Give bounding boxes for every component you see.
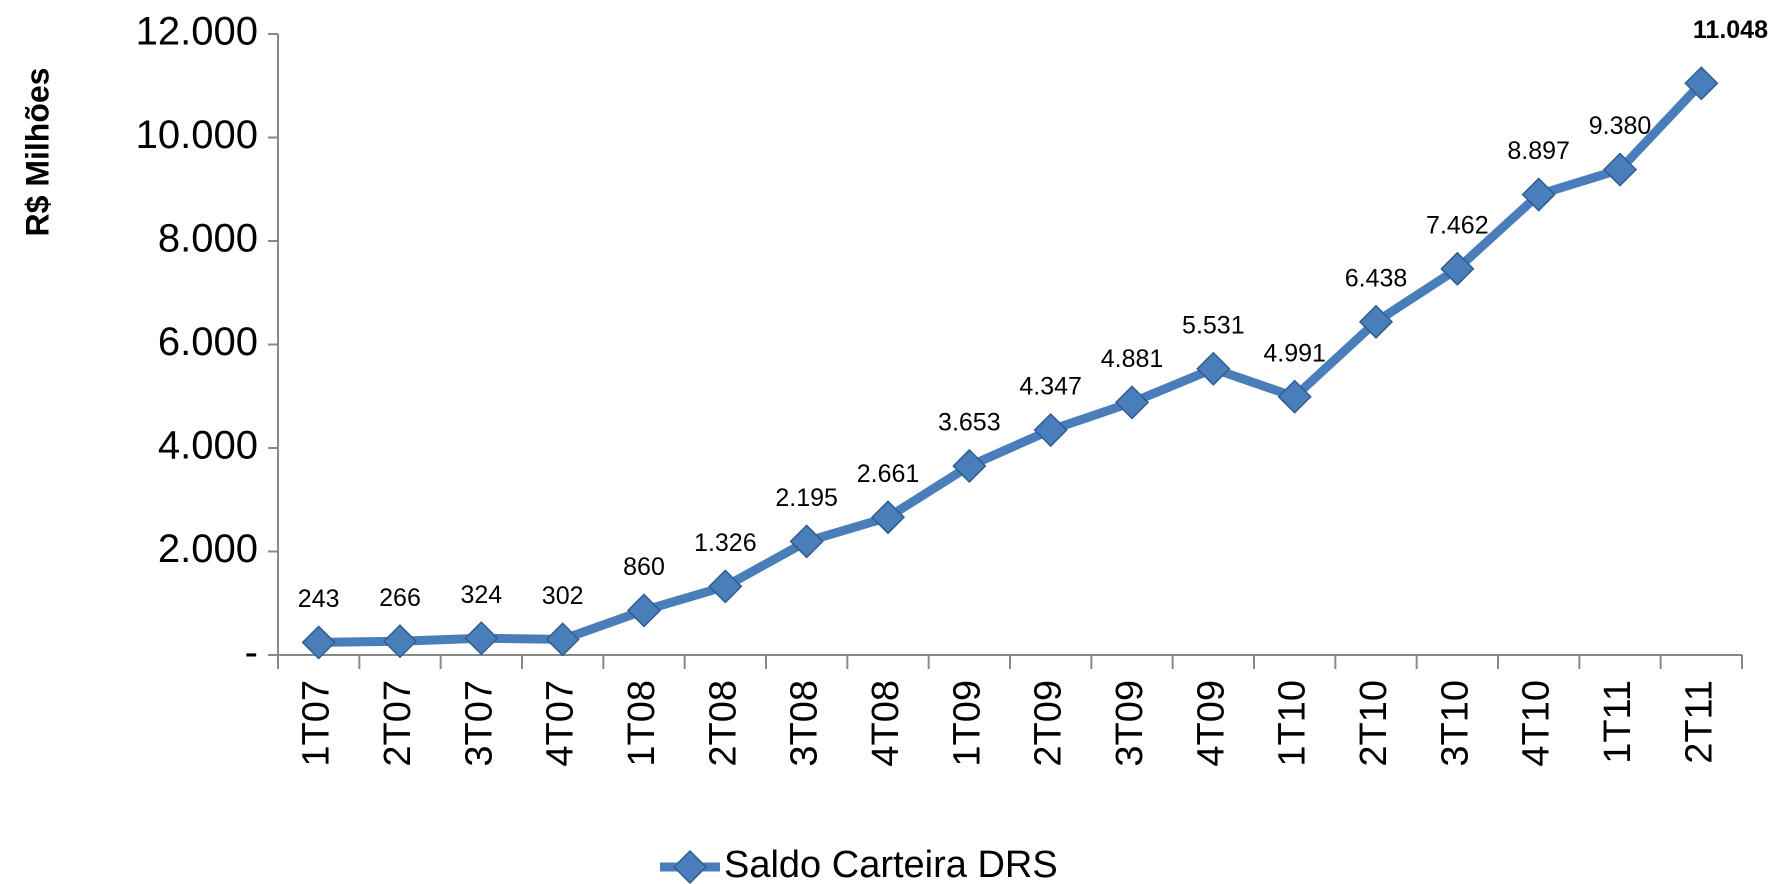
data-label: 3.653 xyxy=(938,409,1001,437)
legend-label: Saldo Carteira DRS xyxy=(724,844,1058,884)
data-label: 4.991 xyxy=(1263,339,1326,367)
y-tick-label: 2.000 xyxy=(158,527,258,571)
y-tick-label: 8.000 xyxy=(158,217,258,261)
marker xyxy=(301,625,336,660)
marker xyxy=(1033,412,1068,448)
marker xyxy=(1440,251,1475,286)
x-tick-label: 1T11 xyxy=(1597,680,1639,764)
data-label: 2.661 xyxy=(857,460,920,488)
x-tick-label: 1T10 xyxy=(1272,680,1314,767)
x-tick-label: 2T09 xyxy=(1028,680,1070,767)
data-label: 860 xyxy=(623,553,665,581)
data-label: 266 xyxy=(379,584,421,612)
y-tick-label: 12.000 xyxy=(136,10,258,54)
marker xyxy=(1358,304,1394,339)
data-label: 2.195 xyxy=(775,484,838,512)
x-tick-label: 3T10 xyxy=(1434,680,1476,767)
marker xyxy=(789,524,824,559)
marker xyxy=(1114,385,1150,420)
data-label: 8.897 xyxy=(1507,137,1570,165)
y-tick-label: 10.000 xyxy=(136,113,258,157)
data-label: 5.531 xyxy=(1182,311,1245,339)
data-label: 4.347 xyxy=(1019,373,1082,401)
marker xyxy=(708,569,743,604)
marker xyxy=(626,593,662,628)
marker xyxy=(1521,177,1556,212)
marker xyxy=(1277,379,1312,414)
y-axis-title: R$ Milhões xyxy=(19,68,55,237)
data-label: 243 xyxy=(298,585,340,613)
marker xyxy=(382,624,418,659)
data-label: 324 xyxy=(460,581,502,609)
marker xyxy=(1684,66,1719,101)
data-label: 9.380 xyxy=(1589,112,1652,140)
marker xyxy=(1196,351,1231,386)
series-line xyxy=(318,80,1705,647)
data-label: 11.048 xyxy=(1693,16,1768,44)
data-label: 302 xyxy=(542,582,584,610)
y-tick-label: 6.000 xyxy=(158,320,258,364)
data-label: 6.438 xyxy=(1345,264,1408,292)
data-label: 4.881 xyxy=(1101,345,1164,373)
marker xyxy=(545,622,580,657)
x-tick-label: 2T08 xyxy=(702,680,744,767)
x-tick-label: 2T10 xyxy=(1353,680,1395,767)
x-tick-label: 4T09 xyxy=(1190,680,1232,767)
x-tick-label: 4T10 xyxy=(1516,680,1558,767)
marker xyxy=(464,621,499,656)
x-tick-label: 1T08 xyxy=(621,680,663,767)
x-tick-label: 3T08 xyxy=(784,680,826,767)
x-tick-label: 3T09 xyxy=(1109,680,1151,767)
legend-marker xyxy=(672,849,708,884)
x-tick-label: 2T11 xyxy=(1678,680,1720,764)
x-tick-label: 2T07 xyxy=(377,680,419,767)
x-tick-label: 1T07 xyxy=(296,680,338,767)
x-tick-label: 4T07 xyxy=(540,680,582,767)
x-tick-label: 1T09 xyxy=(946,680,988,767)
x-tick-label: 3T07 xyxy=(458,680,500,767)
marker xyxy=(1602,152,1638,187)
y-tick-label: - xyxy=(245,631,258,675)
x-tick-label: 4T08 xyxy=(865,680,907,767)
data-label: 7.462 xyxy=(1426,211,1489,239)
data-label: 1.326 xyxy=(694,529,757,557)
marker xyxy=(952,448,987,484)
marker xyxy=(870,500,906,535)
y-tick-label: 4.000 xyxy=(158,424,258,468)
